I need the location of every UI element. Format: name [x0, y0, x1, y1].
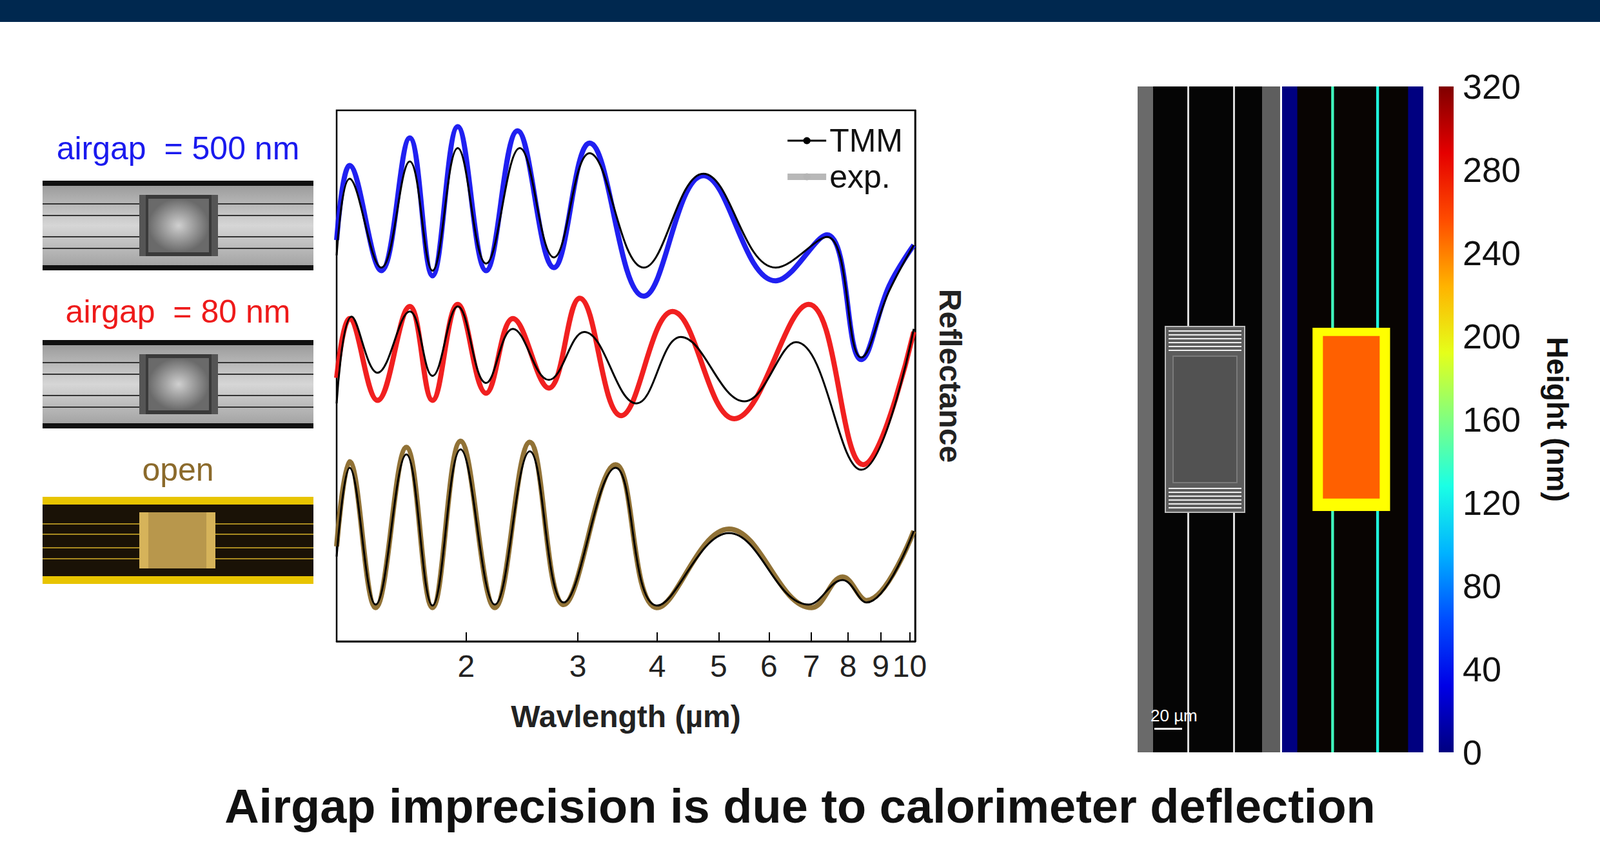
svg-text:40: 40: [1462, 649, 1502, 689]
svg-text:Reflectance: Reflectance: [933, 288, 968, 463]
svg-text:8: 8: [839, 648, 858, 683]
html-text:open: open: [142, 451, 214, 488]
svg-text:2: 2: [457, 648, 475, 683]
svg-text:9: 9: [871, 648, 890, 683]
html-text:Airgap imprecision is due to c: Airgap imprecision is due to calorimeter…: [224, 779, 1376, 833]
svg-text:5: 5: [710, 648, 728, 683]
svg-text:4: 4: [648, 648, 667, 683]
svg-text:240: 240: [1462, 233, 1521, 273]
svg-text:Height (nm): Height (nm): [1540, 336, 1575, 502]
svg-text:120: 120: [1462, 483, 1521, 522]
html-text:airgap = 500 nm: airgap = 500 nm: [56, 130, 300, 167]
svg-text:0: 0: [1462, 732, 1482, 772]
svg-text:7: 7: [802, 648, 821, 683]
svg-text:10: 10: [892, 648, 927, 683]
svg-text:exp.: exp.: [829, 158, 891, 195]
svg-text:280: 280: [1462, 150, 1521, 189]
svg-text:160: 160: [1462, 399, 1521, 439]
svg-text:200: 200: [1462, 316, 1521, 356]
svg-text:TMM: TMM: [829, 122, 903, 159]
html-text:20 µm: 20 µm: [1150, 705, 1198, 725]
svg-text:3: 3: [569, 648, 587, 683]
html-text:airgap = 80 nm: airgap = 80 nm: [65, 293, 291, 330]
svg-text:6: 6: [760, 648, 778, 683]
svg-text:320: 320: [1462, 67, 1521, 106]
svg-text:Wavlength (µm): Wavlength (µm): [510, 699, 741, 734]
svg-text:80: 80: [1462, 566, 1502, 605]
